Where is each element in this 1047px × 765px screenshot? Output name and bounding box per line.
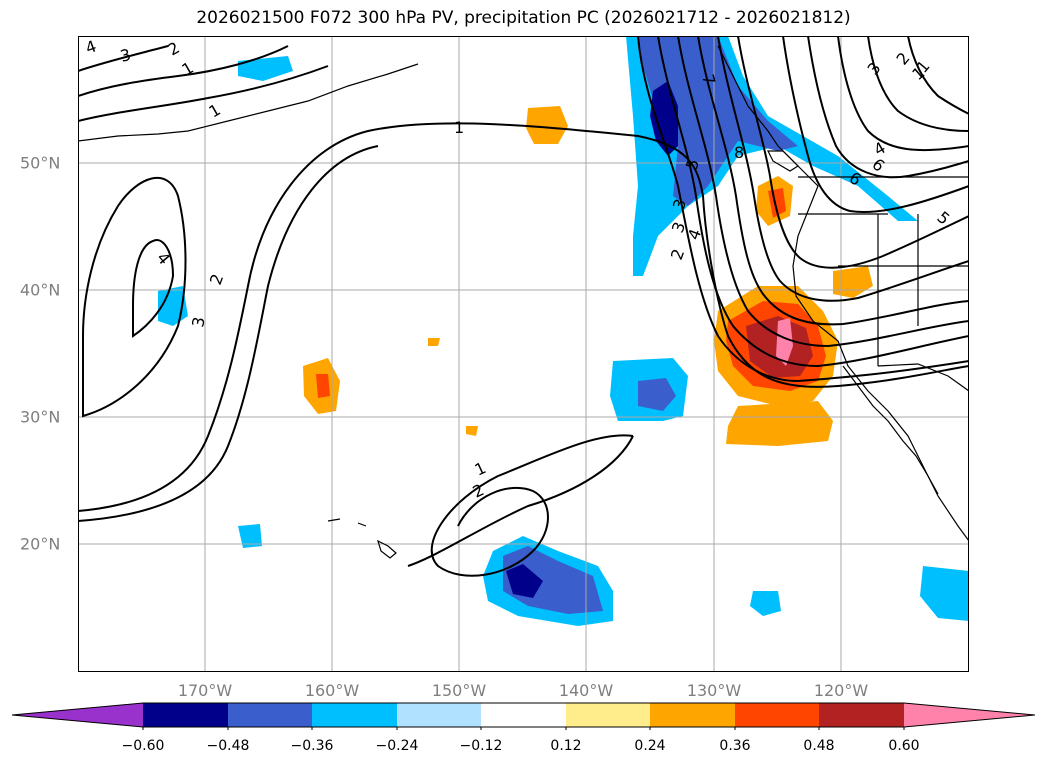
pv-label: 8 — [734, 143, 744, 162]
precip-area-north-positive — [526, 106, 568, 144]
precip-area-california-max — [776, 318, 793, 366]
coastlines — [78, 45, 969, 559]
lon-label: 130°W — [686, 681, 742, 700]
precip-area-north-patch — [238, 56, 293, 81]
coastline-baja — [842, 365, 939, 495]
precip-area-midocean-core — [638, 378, 676, 411]
chart-title: 2026021500 F072 300 hPa PV, precipitatio… — [196, 8, 851, 28]
graticule — [78, 36, 969, 672]
pv-label: 3 — [188, 315, 208, 328]
precip-area-southwest-max — [506, 564, 543, 598]
precip-area-midocean-positive-core — [316, 374, 330, 398]
colorbar-tick-label: 0.12 — [550, 738, 582, 754]
colorbar-segment — [228, 703, 312, 727]
colorbar-tick-label: 0.60 — [888, 738, 920, 754]
colorbar-segment — [904, 703, 1035, 727]
precip-area-tiny-1 — [428, 338, 440, 346]
pv-label: 3 — [118, 45, 133, 66]
precip-area-tiny-2 — [466, 426, 478, 436]
colorbar-segment — [819, 703, 904, 727]
map-panel: 4 3 2 1 1 1 2 3 4 1 2 3 4 5 6 7 8 3 2 1 … — [78, 36, 969, 672]
colorbar-segment — [735, 703, 819, 727]
colorbar-tick-label: 0.36 — [719, 738, 751, 754]
pv-contours — [78, 36, 969, 577]
colorbar-tick-label: −0.48 — [206, 738, 250, 754]
colorbar-tick-label: 0.48 — [803, 738, 835, 754]
coastline-north-america — [717, 45, 969, 542]
lat-label: 30°N — [20, 407, 61, 427]
precip-area-small-west — [238, 524, 262, 548]
pv-label: 7 — [698, 72, 719, 87]
lat-label: 40°N — [20, 280, 61, 300]
colorbar-segment — [143, 703, 228, 727]
precip-area-southeast — [920, 566, 969, 621]
coastline-hawaii — [327, 518, 397, 559]
lat-label: 50°N — [20, 153, 61, 173]
precip-area-baja — [726, 401, 833, 446]
lon-label: 160°W — [304, 681, 360, 700]
lon-label: 140°W — [558, 681, 614, 700]
lon-label: 170°W — [177, 681, 233, 700]
colorbar-segment — [12, 703, 143, 727]
lon-label: 120°W — [813, 681, 869, 700]
coastline-aleutians — [78, 63, 419, 142]
colorbar-tick-label: −0.36 — [290, 738, 334, 754]
pv-label: 1 — [454, 118, 464, 137]
lon-label: 150°W — [431, 681, 487, 700]
colorbar-tick-label: 0.24 — [634, 738, 666, 754]
border-us-mexico — [877, 363, 969, 392]
precip-area-small-south — [750, 591, 781, 616]
state-borders — [798, 213, 969, 366]
precip-area-northwest-max — [650, 81, 678, 156]
colorbar-segment — [397, 703, 481, 727]
lat-label: 20°N — [20, 534, 61, 554]
colorbar — [11, 702, 1036, 730]
colorbar-segment — [481, 703, 566, 727]
colorbar-segment — [566, 703, 650, 727]
colorbar-tick-label: −0.12 — [459, 738, 503, 754]
coastline-vancouver — [767, 150, 799, 172]
colorbar-tick-label: −0.24 — [375, 738, 419, 754]
colorbar-segment — [312, 703, 397, 727]
colorbar-tick-label: −0.60 — [121, 738, 165, 754]
colorbar-segment — [650, 703, 735, 727]
